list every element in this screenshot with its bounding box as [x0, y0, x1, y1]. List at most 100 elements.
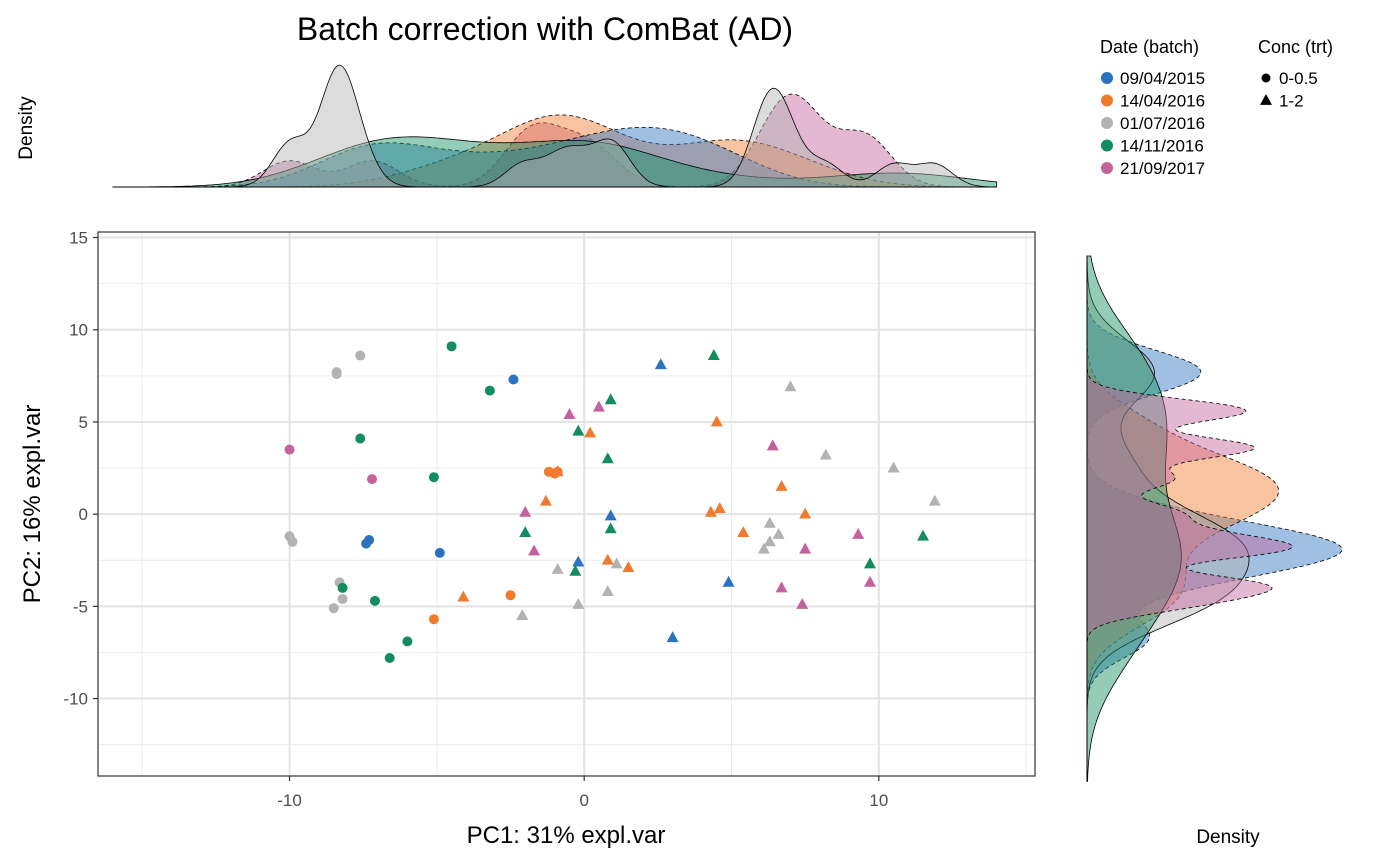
- data-point-triangle: [707, 349, 720, 360]
- legend-shape-label: 0-0.5: [1279, 69, 1318, 88]
- data-point-triangle: [528, 544, 541, 556]
- data-point-circle: [384, 652, 395, 663]
- data-point-triangle: [516, 609, 529, 620]
- data-point-triangle: [519, 505, 532, 517]
- data-point-triangle: [928, 494, 941, 506]
- data-point-triangle: [604, 509, 617, 521]
- data-point-circle: [367, 474, 378, 485]
- y-axis-label: PC2: 16% expl.var: [19, 405, 46, 604]
- data-point-triangle: [584, 426, 597, 438]
- data-point-triangle: [917, 529, 930, 541]
- data-point-circle: [284, 444, 295, 455]
- legend-color-label: 09/04/2015: [1120, 69, 1205, 88]
- data-point-circle: [446, 341, 457, 352]
- data-point-triangle: [519, 526, 532, 537]
- data-point-triangle: [569, 564, 582, 576]
- data-point-circle: [434, 547, 445, 558]
- data-point-triangle: [572, 597, 585, 609]
- data-point-triangle: [622, 561, 635, 573]
- data-point-circle: [287, 536, 298, 547]
- data-point-triangle: [666, 631, 679, 643]
- data-point-triangle: [457, 590, 470, 602]
- data-point-circle: [337, 593, 348, 604]
- data-point-triangle: [551, 562, 564, 574]
- legend-color-label: 14/11/2016: [1120, 137, 1204, 156]
- data-point-circle: [484, 385, 495, 396]
- y-tick-label: 5: [79, 413, 88, 432]
- legend-color-label: 14/04/2016: [1120, 92, 1205, 111]
- right-density-curve: [1086, 255, 1182, 782]
- data-point-triangle: [852, 527, 865, 539]
- legend-triangle-icon: [1260, 93, 1272, 105]
- data-point-triangle: [654, 358, 667, 370]
- shape-legend: Conc (trt) 0-0.5 1-2: [1258, 37, 1333, 111]
- x-tick-label: 10: [869, 791, 888, 810]
- data-point-triangle: [796, 597, 809, 609]
- data-point-triangle: [572, 555, 585, 567]
- legend-swatch-circle: [1101, 139, 1113, 152]
- color-legend-title: Date (batch): [1100, 37, 1199, 57]
- top-density-panel: [112, 64, 998, 188]
- data-point-triangle: [775, 581, 788, 593]
- x-tick-label: 0: [579, 791, 588, 810]
- y-tick-label: -5: [73, 597, 88, 616]
- data-point-triangle: [572, 424, 585, 436]
- data-point-triangle: [551, 465, 564, 477]
- data-point-circle: [428, 472, 439, 483]
- data-point-triangle: [766, 439, 779, 451]
- data-point-triangle: [863, 575, 876, 587]
- right-density-xlabel: Density: [1196, 827, 1260, 848]
- data-point-triangle: [610, 557, 623, 569]
- chart-title: Batch correction with ComBat (AD): [297, 11, 793, 47]
- data-point-circle: [508, 374, 519, 385]
- data-point-triangle: [704, 505, 717, 517]
- data-point-circle: [505, 590, 516, 601]
- plot-background: [98, 232, 1035, 776]
- color-legend: Date (batch) 09/04/2015 14/04/2016 01/07/2…: [1100, 37, 1205, 178]
- data-point-triangle: [763, 516, 776, 528]
- data-point-triangle: [539, 494, 552, 506]
- data-point-triangle: [775, 479, 788, 491]
- data-point-circle: [337, 582, 348, 593]
- data-point-triangle: [784, 380, 797, 392]
- gridlines: [98, 232, 1035, 776]
- data-point-triangle: [601, 585, 614, 597]
- data-point-circle: [428, 614, 439, 625]
- legend-swatch-circle: [1101, 117, 1113, 129]
- data-point-triangle: [713, 502, 726, 514]
- data-point-triangle: [604, 522, 617, 534]
- data-point-circle: [402, 636, 413, 647]
- y-axis-ticks: -10 -5 0 5 10 15: [63, 229, 98, 709]
- data-point-triangle: [757, 542, 770, 554]
- legend-swatch-circle: [1101, 72, 1113, 84]
- top-density-ylabel: Density: [16, 96, 37, 160]
- data-point-triangle: [737, 526, 750, 537]
- y-tick-label: 0: [79, 505, 88, 524]
- legend-swatch-circle: [1101, 94, 1113, 107]
- top-density-curve: [112, 127, 997, 188]
- legend-color-label: 01/07/2016: [1120, 114, 1205, 133]
- legend-shape-label: 1-2: [1279, 92, 1304, 111]
- top-density-curve: [112, 64, 997, 188]
- right-density-panel: [1086, 255, 1343, 782]
- y-tick-label: -10: [63, 690, 88, 709]
- data-point-triangle: [799, 507, 812, 519]
- data-point-triangle: [799, 542, 812, 554]
- data-point-triangle: [863, 557, 876, 569]
- data-point-circle: [369, 595, 380, 606]
- data-point-triangle: [772, 527, 785, 539]
- legend-color-label: 21/09/2017: [1120, 159, 1205, 178]
- data-point-triangle: [722, 575, 735, 587]
- data-point-triangle: [563, 408, 576, 419]
- data-point-triangle: [601, 452, 614, 464]
- data-point-circle: [328, 603, 339, 614]
- data-point-circle: [331, 368, 342, 379]
- scatter-points: [284, 341, 941, 663]
- data-point-circle: [355, 350, 366, 361]
- shape-legend-title: Conc (trt): [1258, 37, 1333, 57]
- data-point-circle: [355, 433, 366, 444]
- data-point-triangle: [819, 448, 832, 460]
- data-point-triangle: [763, 535, 776, 547]
- plot-border: [97, 231, 1036, 777]
